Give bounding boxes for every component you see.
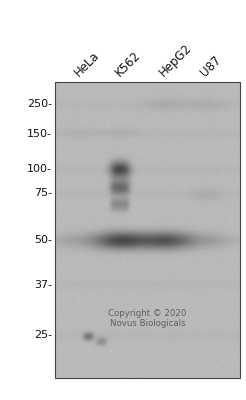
Text: U87: U87 — [198, 53, 223, 79]
Text: 37-: 37- — [34, 280, 52, 290]
Text: 75-: 75- — [34, 188, 52, 198]
Text: HepG2: HepG2 — [157, 42, 194, 79]
Text: Copyright © 2020
Novus Biologicals: Copyright © 2020 Novus Biologicals — [108, 309, 187, 328]
Text: 250-: 250- — [27, 99, 52, 109]
Text: K562: K562 — [112, 48, 143, 79]
Text: 25-: 25- — [34, 330, 52, 340]
Text: 100-: 100- — [27, 164, 52, 174]
Text: 50-: 50- — [34, 235, 52, 245]
Text: HeLa: HeLa — [72, 49, 102, 79]
Bar — [55, 82, 240, 378]
Text: 150-: 150- — [27, 129, 52, 139]
